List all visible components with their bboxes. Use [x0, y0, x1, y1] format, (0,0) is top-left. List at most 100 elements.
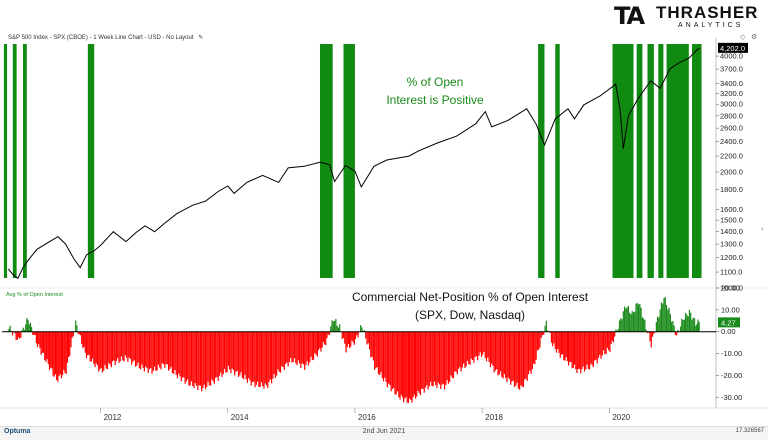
indicator-bar: [595, 332, 596, 360]
footer-right-value: 17.326567: [736, 428, 764, 434]
indicator-bar: [271, 332, 272, 384]
indicator-bar: [63, 332, 64, 370]
indicator-bar: [413, 332, 414, 397]
indicator-bar: [681, 319, 682, 332]
indicator-bar: [50, 332, 51, 368]
indicator-bar: [240, 332, 241, 372]
indicator-bar: [76, 325, 77, 331]
indicator-bar: [272, 332, 273, 379]
indicator-bar: [179, 332, 180, 377]
footer-bar: Optuma 2nd Jun 2021 17.326567: [0, 426, 768, 440]
indicator-bar: [165, 332, 166, 365]
indicator-bar: [602, 332, 603, 356]
indicator-bar: [27, 320, 28, 332]
indicator-bar: [159, 332, 160, 368]
indicator-bar: [482, 332, 483, 355]
positive-band: [4, 44, 7, 278]
indicator-bar: [689, 310, 690, 332]
indicator-bar: [158, 332, 159, 365]
indicator-bar: [501, 332, 502, 377]
indicator-bar: [174, 332, 175, 370]
indicator-bar: [190, 332, 191, 386]
indicator-bar: [23, 328, 24, 332]
price-tick-label: 1600.0: [720, 205, 743, 214]
indicator-bar: [640, 308, 641, 332]
positive-annotation: % of Open Interest is Positive: [360, 73, 510, 109]
indicator-bar: [348, 332, 349, 344]
indicator-bar: [85, 332, 86, 353]
indicator-bar: [125, 332, 126, 356]
indicator-bar: [492, 332, 493, 366]
indicator-bar: [688, 316, 689, 331]
indicator-bar: [427, 332, 428, 390]
indicator-bar: [558, 332, 559, 353]
indicator-bar: [463, 332, 464, 364]
indicator-bar: [525, 332, 526, 379]
indicator-bar: [261, 332, 262, 383]
indicator-bar: [502, 332, 503, 379]
indicator-tick-label: -20.00: [721, 371, 742, 380]
indicator-bar: [20, 332, 21, 338]
indicator-bar: [202, 332, 203, 388]
indicator-bar: [676, 332, 677, 336]
indicator-bar: [10, 326, 11, 332]
indicator-bar: [39, 332, 40, 349]
indicator-bar: [126, 332, 127, 358]
diamond-icon[interactable]: ◇: [740, 33, 745, 41]
indicator-tick-label: 10.00: [721, 305, 740, 314]
indicator-bar: [436, 332, 437, 388]
indicator-bar: [221, 332, 222, 377]
indicator-bar: [196, 332, 197, 386]
indicator-bar: [70, 332, 71, 348]
indicator-bar: [151, 332, 152, 374]
indicator-bar: [67, 332, 68, 363]
indicator-bar: [223, 332, 224, 374]
indicator-bar: [218, 332, 219, 381]
indicator-bar: [58, 332, 59, 376]
indicator-bar: [402, 332, 403, 398]
indicator-bar: [575, 332, 576, 370]
settings-icon[interactable]: ⚙: [751, 33, 757, 41]
chevron-left-icon[interactable]: ‹: [761, 226, 763, 233]
indicator-bar: [237, 332, 238, 371]
price-tick-label: 3200.0: [720, 89, 743, 98]
indicator-bar: [320, 332, 321, 352]
indicator-bar: [469, 332, 470, 365]
indicator-bar: [224, 332, 225, 369]
indicator-bar: [467, 332, 468, 361]
indicator-bar: [72, 332, 73, 338]
indicator-bar: [288, 332, 289, 367]
pencil-icon[interactable]: ✎: [198, 35, 203, 41]
indicator-bar: [656, 322, 657, 332]
indicator-bar: [419, 332, 420, 393]
indicator-bar: [265, 332, 266, 384]
indicator-bar: [518, 332, 519, 389]
indicator-bar: [108, 332, 109, 363]
indicator-bar: [279, 332, 280, 372]
indicator-bar: [289, 332, 290, 362]
indicator-bar: [449, 332, 450, 382]
indicator-bar: [109, 332, 110, 365]
positive-band: [637, 44, 643, 278]
indicator-bar: [160, 332, 161, 370]
indicator-bar: [318, 332, 319, 350]
indicator-bar: [83, 332, 84, 347]
indicator-bar: [597, 332, 598, 364]
footer-date: 2nd Jun 2021: [0, 428, 768, 435]
positive-band: [667, 44, 689, 278]
indicator-bar: [580, 332, 581, 374]
indicator-bar: [553, 332, 554, 344]
indicator-bar: [54, 332, 55, 377]
indicator-bar: [668, 308, 669, 332]
indicator-bar: [298, 332, 299, 361]
positive-bands: [4, 44, 702, 278]
indicator-bar: [509, 332, 510, 380]
indicator-bar: [425, 332, 426, 388]
indicator-bar: [57, 332, 58, 382]
logo-sub: ANALYTICS: [678, 22, 743, 29]
indicator-bar: [489, 332, 490, 362]
indicator-bar: [506, 332, 507, 382]
indicator-bar: [439, 332, 440, 385]
indicator-bar: [614, 332, 615, 337]
indicator-bar: [242, 332, 243, 378]
